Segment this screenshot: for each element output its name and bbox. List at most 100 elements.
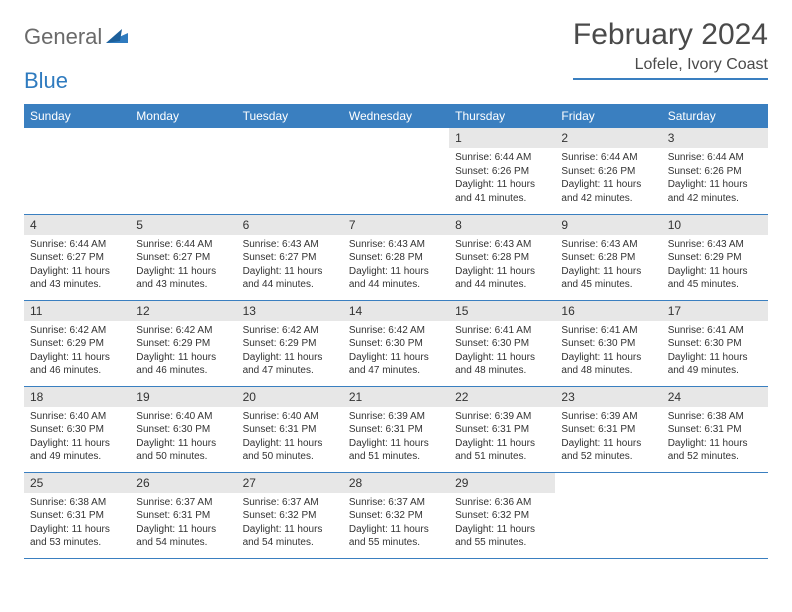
sunset-line: Sunset: 6:30 PM (455, 337, 549, 351)
sunset-line: Sunset: 6:31 PM (455, 423, 549, 437)
calendar-cell: 19Sunrise: 6:40 AMSunset: 6:30 PMDayligh… (130, 386, 236, 472)
calendar-cell (555, 472, 661, 558)
calendar-cell: 1Sunrise: 6:44 AMSunset: 6:26 PMDaylight… (449, 128, 555, 214)
daylight-line: Daylight: 11 hours and 42 minutes. (668, 178, 762, 205)
daylight-line: Daylight: 11 hours and 43 minutes. (136, 265, 230, 292)
sunrise-line: Sunrise: 6:44 AM (30, 238, 124, 252)
day-number: 22 (449, 387, 555, 407)
day-number: 26 (130, 473, 236, 493)
sunset-line: Sunset: 6:28 PM (561, 251, 655, 265)
day-details: Sunrise: 6:39 AMSunset: 6:31 PMDaylight:… (555, 407, 661, 468)
day-number: 1 (449, 128, 555, 148)
location-label: Lofele, Ivory Coast (573, 56, 768, 80)
sunset-line: Sunset: 6:31 PM (349, 423, 443, 437)
day-header: Thursday (449, 104, 555, 128)
day-header: Monday (130, 104, 236, 128)
calendar-cell: 5Sunrise: 6:44 AMSunset: 6:27 PMDaylight… (130, 214, 236, 300)
calendar-cell (343, 128, 449, 214)
sunset-line: Sunset: 6:30 PM (136, 423, 230, 437)
day-details: Sunrise: 6:37 AMSunset: 6:32 PMDaylight:… (343, 493, 449, 554)
calendar-table: SundayMondayTuesdayWednesdayThursdayFrid… (24, 104, 768, 559)
daylight-line: Daylight: 11 hours and 53 minutes. (30, 523, 124, 550)
daylight-line: Daylight: 11 hours and 46 minutes. (30, 351, 124, 378)
sunrise-line: Sunrise: 6:44 AM (136, 238, 230, 252)
sunrise-line: Sunrise: 6:42 AM (30, 324, 124, 338)
sunrise-line: Sunrise: 6:44 AM (668, 151, 762, 165)
sunset-line: Sunset: 6:30 PM (349, 337, 443, 351)
calendar-cell (24, 128, 130, 214)
sunrise-line: Sunrise: 6:43 AM (668, 238, 762, 252)
sunrise-line: Sunrise: 6:41 AM (455, 324, 549, 338)
daylight-line: Daylight: 11 hours and 55 minutes. (349, 523, 443, 550)
sunset-line: Sunset: 6:32 PM (455, 509, 549, 523)
daylight-line: Daylight: 11 hours and 45 minutes. (668, 265, 762, 292)
sunrise-line: Sunrise: 6:39 AM (349, 410, 443, 424)
calendar-cell: 24Sunrise: 6:38 AMSunset: 6:31 PMDayligh… (662, 386, 768, 472)
day-number: 24 (662, 387, 768, 407)
sunrise-line: Sunrise: 6:37 AM (136, 496, 230, 510)
sunset-line: Sunset: 6:30 PM (561, 337, 655, 351)
daylight-line: Daylight: 11 hours and 44 minutes. (455, 265, 549, 292)
sunset-line: Sunset: 6:28 PM (455, 251, 549, 265)
calendar-cell: 28Sunrise: 6:37 AMSunset: 6:32 PMDayligh… (343, 472, 449, 558)
sunrise-line: Sunrise: 6:37 AM (243, 496, 337, 510)
sunrise-line: Sunrise: 6:37 AM (349, 496, 443, 510)
sunrise-line: Sunrise: 6:42 AM (243, 324, 337, 338)
calendar-head: SundayMondayTuesdayWednesdayThursdayFrid… (24, 104, 768, 128)
day-details: Sunrise: 6:43 AMSunset: 6:27 PMDaylight:… (237, 235, 343, 296)
calendar-cell (662, 472, 768, 558)
sunrise-line: Sunrise: 6:43 AM (243, 238, 337, 252)
day-number: 21 (343, 387, 449, 407)
day-details: Sunrise: 6:43 AMSunset: 6:29 PMDaylight:… (662, 235, 768, 296)
sunrise-line: Sunrise: 6:41 AM (561, 324, 655, 338)
day-details: Sunrise: 6:42 AMSunset: 6:29 PMDaylight:… (24, 321, 130, 382)
calendar-cell: 7Sunrise: 6:43 AMSunset: 6:28 PMDaylight… (343, 214, 449, 300)
day-number: 5 (130, 215, 236, 235)
calendar-cell: 17Sunrise: 6:41 AMSunset: 6:30 PMDayligh… (662, 300, 768, 386)
sunset-line: Sunset: 6:30 PM (30, 423, 124, 437)
sunset-line: Sunset: 6:32 PM (243, 509, 337, 523)
calendar-cell: 23Sunrise: 6:39 AMSunset: 6:31 PMDayligh… (555, 386, 661, 472)
logo-mark-icon (106, 26, 128, 49)
day-number: 29 (449, 473, 555, 493)
calendar-week-row: 18Sunrise: 6:40 AMSunset: 6:30 PMDayligh… (24, 386, 768, 472)
sunset-line: Sunset: 6:26 PM (561, 165, 655, 179)
day-number: 11 (24, 301, 130, 321)
sunset-line: Sunset: 6:31 PM (243, 423, 337, 437)
day-number: 16 (555, 301, 661, 321)
day-details: Sunrise: 6:44 AMSunset: 6:27 PMDaylight:… (130, 235, 236, 296)
calendar-cell: 8Sunrise: 6:43 AMSunset: 6:28 PMDaylight… (449, 214, 555, 300)
sunset-line: Sunset: 6:31 PM (136, 509, 230, 523)
day-details: Sunrise: 6:41 AMSunset: 6:30 PMDaylight:… (555, 321, 661, 382)
sunrise-line: Sunrise: 6:40 AM (136, 410, 230, 424)
calendar-cell: 11Sunrise: 6:42 AMSunset: 6:29 PMDayligh… (24, 300, 130, 386)
daylight-line: Daylight: 11 hours and 52 minutes. (668, 437, 762, 464)
day-number: 28 (343, 473, 449, 493)
daylight-line: Daylight: 11 hours and 49 minutes. (30, 437, 124, 464)
day-header: Friday (555, 104, 661, 128)
day-number: 17 (662, 301, 768, 321)
daylight-line: Daylight: 11 hours and 47 minutes. (349, 351, 443, 378)
daylight-line: Daylight: 11 hours and 52 minutes. (561, 437, 655, 464)
day-details: Sunrise: 6:42 AMSunset: 6:29 PMDaylight:… (130, 321, 236, 382)
day-details: Sunrise: 6:37 AMSunset: 6:31 PMDaylight:… (130, 493, 236, 554)
day-number: 27 (237, 473, 343, 493)
day-header: Tuesday (237, 104, 343, 128)
daylight-line: Daylight: 11 hours and 51 minutes. (349, 437, 443, 464)
daylight-line: Daylight: 11 hours and 42 minutes. (561, 178, 655, 205)
day-details: Sunrise: 6:43 AMSunset: 6:28 PMDaylight:… (343, 235, 449, 296)
sunset-line: Sunset: 6:29 PM (136, 337, 230, 351)
daylight-line: Daylight: 11 hours and 41 minutes. (455, 178, 549, 205)
sunset-line: Sunset: 6:30 PM (668, 337, 762, 351)
calendar-cell: 29Sunrise: 6:36 AMSunset: 6:32 PMDayligh… (449, 472, 555, 558)
day-details: Sunrise: 6:37 AMSunset: 6:32 PMDaylight:… (237, 493, 343, 554)
calendar-cell: 26Sunrise: 6:37 AMSunset: 6:31 PMDayligh… (130, 472, 236, 558)
day-header: Sunday (24, 104, 130, 128)
calendar-body: 1Sunrise: 6:44 AMSunset: 6:26 PMDaylight… (24, 128, 768, 558)
day-details: Sunrise: 6:40 AMSunset: 6:30 PMDaylight:… (24, 407, 130, 468)
day-details: Sunrise: 6:38 AMSunset: 6:31 PMDaylight:… (662, 407, 768, 468)
calendar-cell (130, 128, 236, 214)
day-details: Sunrise: 6:39 AMSunset: 6:31 PMDaylight:… (449, 407, 555, 468)
daylight-line: Daylight: 11 hours and 51 minutes. (455, 437, 549, 464)
logo: General (24, 18, 130, 50)
